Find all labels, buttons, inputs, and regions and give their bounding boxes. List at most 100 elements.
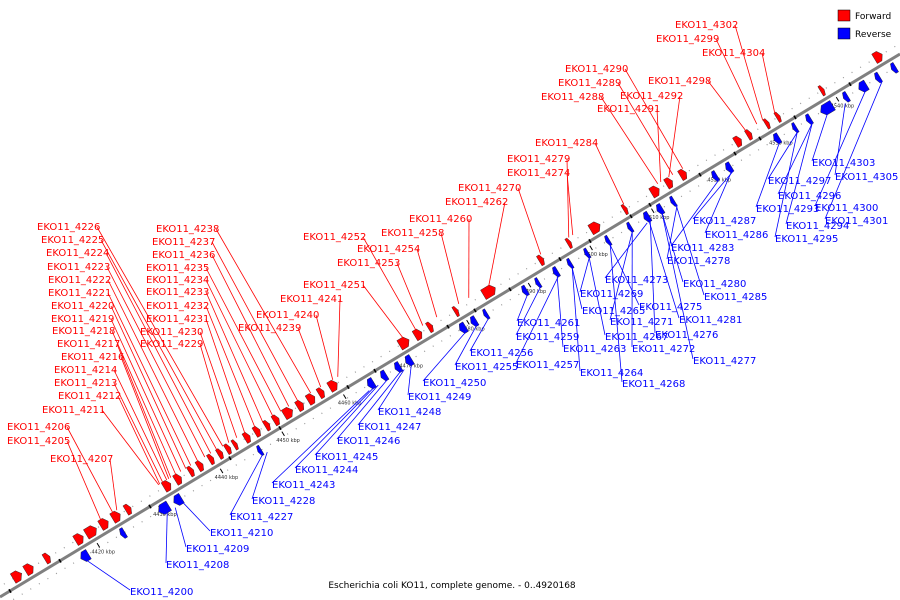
reverse-gene-block bbox=[405, 354, 415, 367]
reverse-gene-block bbox=[711, 170, 720, 182]
reverse-gene-block bbox=[380, 369, 390, 382]
reverse-leader-line bbox=[174, 507, 187, 548]
forward-leader-line bbox=[215, 228, 312, 394]
reverse-gene-label: EKO11_4256 bbox=[470, 348, 533, 359]
forward-gene-label: EKO11_4236 bbox=[152, 250, 215, 261]
reverse-gene-arrow bbox=[604, 234, 613, 247]
forward-gene-block bbox=[122, 503, 132, 516]
reverse-gene-block bbox=[874, 71, 883, 84]
reverse-gene-block bbox=[820, 100, 836, 116]
reverse-gene-block bbox=[791, 122, 800, 134]
feature-mark bbox=[629, 214, 633, 219]
feature-mark bbox=[373, 368, 377, 373]
forward-gene-arrow bbox=[186, 465, 195, 478]
forward-leader-line bbox=[66, 440, 102, 521]
forward-gene-label: EKO11_4225 bbox=[41, 235, 104, 246]
forward-gene-label: EKO11_4229 bbox=[140, 339, 203, 350]
forward-leader-line bbox=[517, 187, 542, 255]
reverse-gene-block bbox=[858, 79, 870, 93]
forward-gene-block bbox=[663, 177, 673, 190]
reverse-leader-line bbox=[571, 268, 583, 310]
reverse-gene-label: EKO11_4297 bbox=[768, 176, 831, 187]
forward-gene-block bbox=[732, 135, 742, 148]
forward-gene-label: EKO11_4274 bbox=[507, 168, 570, 179]
reverse-leader-line bbox=[229, 454, 263, 516]
forward-leader-line bbox=[109, 458, 118, 511]
reverse-leader-line bbox=[579, 257, 590, 293]
reverse-gene-arrow bbox=[858, 79, 870, 93]
reverse-gene-block bbox=[842, 91, 851, 103]
forward-gene-label: EKO11_4260 bbox=[409, 214, 472, 225]
reverse-gene-label: EKO11_4281 bbox=[679, 315, 742, 326]
reverse-gene-label: EKO11_4300 bbox=[815, 203, 878, 214]
reverse-leader-line bbox=[407, 365, 412, 396]
reverse-gene-label: EKO11_4200 bbox=[130, 587, 193, 598]
reverse-leader-line bbox=[661, 213, 684, 283]
forward-gene-label: EKO11_4262 bbox=[445, 197, 508, 208]
reverse-leader-line bbox=[357, 371, 401, 426]
forward-gene-block bbox=[648, 185, 660, 199]
forward-gene-label: EKO11_4254 bbox=[357, 244, 420, 255]
forward-gene-arrow bbox=[294, 399, 304, 413]
kbp-tick bbox=[835, 96, 840, 102]
forward-gene-label: EKO11_4240 bbox=[256, 310, 319, 321]
forward-gene-arrow bbox=[41, 552, 51, 565]
reverse-gene-label: EKO11_4243 bbox=[272, 480, 335, 491]
reverse-legend-label: Reverse bbox=[855, 30, 892, 40]
forward-gene-label: EKO11_4213 bbox=[54, 378, 117, 389]
reverse-gene-arrow bbox=[583, 247, 592, 259]
reverse-gene-block bbox=[459, 321, 469, 334]
forward-gene-block bbox=[251, 425, 261, 438]
reverse-gene-arrow bbox=[820, 100, 836, 116]
forward-gene-block bbox=[326, 379, 338, 393]
forward-leader-line bbox=[362, 236, 417, 331]
forward-leader-line bbox=[205, 291, 264, 423]
reverse-gene-arrow bbox=[158, 500, 172, 515]
reverse-gene-block bbox=[725, 161, 735, 174]
forward-gene-arrow bbox=[620, 204, 629, 216]
reverse-leader-line bbox=[251, 451, 268, 500]
reverse-gene-arrow bbox=[256, 444, 265, 457]
forward-gene-block bbox=[744, 129, 753, 141]
forward-gene-label: EKO11_4258 bbox=[381, 228, 444, 239]
reverse-gene-label: EKO11_4209 bbox=[186, 544, 249, 555]
forward-leader-line bbox=[656, 108, 662, 183]
map-title: Escherichia coli KO11, complete genome. … bbox=[328, 581, 576, 591]
forward-gene-block bbox=[411, 328, 423, 342]
forward-gene-arrow bbox=[773, 111, 782, 123]
forward-gene-label: EKO11_4299 bbox=[656, 34, 719, 45]
forward-leader-line bbox=[110, 305, 187, 469]
forward-leader-line bbox=[315, 314, 334, 380]
kbp-label: 4480 kbp bbox=[461, 326, 485, 332]
reverse-gene-label: EKO11_4227 bbox=[230, 512, 293, 523]
feature-mark bbox=[228, 456, 232, 461]
forward-gene-label: EKO11_4279 bbox=[507, 154, 570, 165]
forward-leader-line bbox=[211, 241, 299, 402]
reverse-gene-label: EKO11_4247 bbox=[358, 422, 421, 433]
reverse-gene-label: EKO11_4246 bbox=[337, 436, 400, 447]
forward-gene-label: EKO11_4232 bbox=[146, 301, 209, 312]
reverse-leader-line bbox=[294, 387, 374, 469]
reverse-gene-arrow bbox=[842, 91, 851, 103]
forward-leader-line bbox=[668, 95, 681, 178]
reverse-gene-arrow bbox=[874, 71, 883, 84]
feature-mark bbox=[346, 384, 350, 390]
forward-gene-block bbox=[22, 563, 34, 577]
reverse-leader-line bbox=[704, 172, 732, 234]
feature-mark bbox=[588, 238, 592, 244]
feature-mark bbox=[648, 202, 652, 207]
forward-leader-line bbox=[199, 331, 238, 438]
forward-gene-label: EKO11_4241 bbox=[280, 294, 343, 305]
reverse-leader-line bbox=[377, 369, 405, 411]
reverse-gene-arrow bbox=[643, 210, 653, 223]
reverse-leader-line bbox=[604, 222, 648, 279]
reverse-leader-line bbox=[609, 231, 633, 321]
forward-gene-arrow bbox=[230, 439, 239, 451]
forward-gene-block bbox=[762, 118, 771, 130]
forward-gene-arrow bbox=[744, 129, 753, 141]
forward-gene-arrow bbox=[451, 305, 460, 318]
reverse-leader-line bbox=[675, 205, 705, 296]
forward-leader-line bbox=[205, 267, 282, 412]
forward-leader-line bbox=[594, 142, 625, 205]
forward-leader-line bbox=[113, 382, 164, 483]
